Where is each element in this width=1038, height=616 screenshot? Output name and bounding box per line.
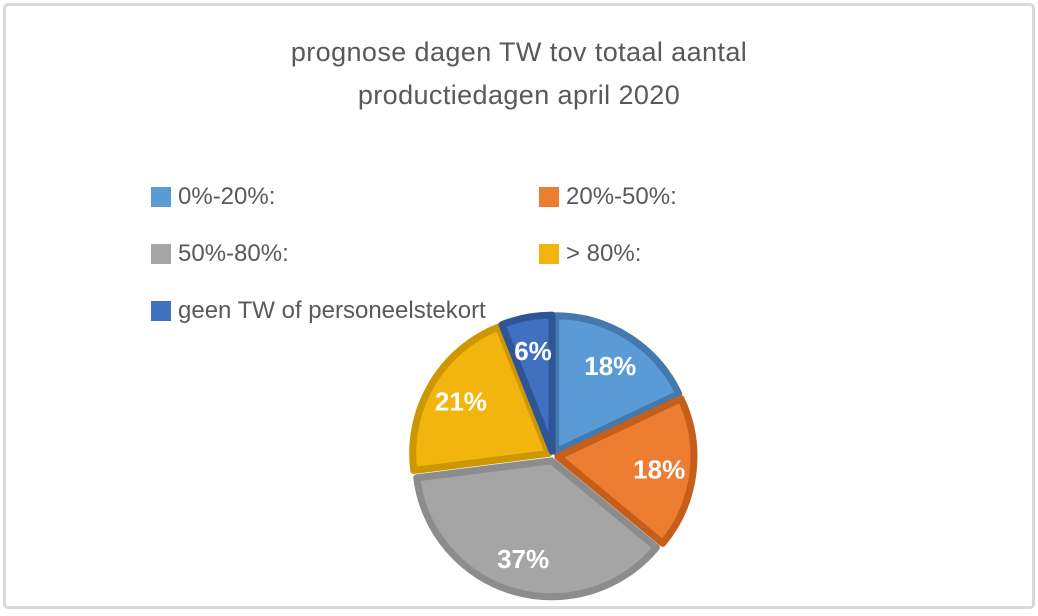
pie-slice[interactable] xyxy=(498,311,556,455)
pie-slice-label: 37% xyxy=(497,544,549,574)
pie-slice[interactable] xyxy=(554,395,698,547)
legend-item-geen-tw[interactable]: geen TW of personeelstekort xyxy=(151,297,486,324)
pie-slice-label: 6% xyxy=(514,336,552,366)
legend-item-gt-80[interactable]: > 80%: xyxy=(539,240,642,267)
legend-swatch-icon xyxy=(151,244,171,264)
legend-item-50-80[interactable]: 50%-80%: xyxy=(151,240,289,267)
legend-item-label: > 80%: xyxy=(566,240,642,267)
pie-slice[interactable] xyxy=(413,457,660,601)
pie-slice-label: 18% xyxy=(584,351,636,381)
legend-item-label: 20%-50%: xyxy=(566,183,677,210)
legend-item-0-20[interactable]: 0%-20%: xyxy=(151,183,276,210)
legend-item-20-50[interactable]: 20%-50%: xyxy=(539,183,677,210)
pie-slice-label: 21% xyxy=(435,387,487,417)
legend-swatch-icon xyxy=(151,187,171,207)
legend-item-label: geen TW of personeelstekort xyxy=(178,297,486,324)
pie-slice-label: 18% xyxy=(633,455,685,485)
chart-title: prognose dagen TW tov totaal aantal prod… xyxy=(290,37,748,110)
pie-chart[interactable]: 18% 18% 37% 21% 6% xyxy=(393,296,713,616)
legend-item-label: 0%-20%: xyxy=(178,183,276,210)
pie-slice[interactable] xyxy=(552,312,683,456)
legend-item-label: 50%-80%: xyxy=(178,240,289,267)
legend-swatch-icon xyxy=(539,244,559,264)
legend-swatch-icon xyxy=(151,301,171,321)
legend-swatch-icon xyxy=(539,187,559,207)
pie-slice[interactable] xyxy=(409,323,553,474)
